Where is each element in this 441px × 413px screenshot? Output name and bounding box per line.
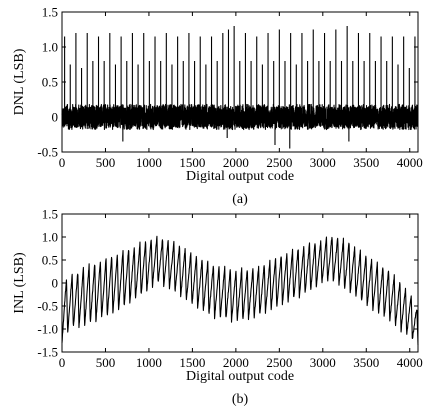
dnl-ticks: 0 500 1000 1500 2000 2500 3000 3500 4000-0.500.5… — [37, 5, 422, 171]
inl-trace-layer — [61, 235, 419, 346]
y-tick-label: -0.5 — [37, 145, 58, 160]
panel-a: 0 500 1000 1500 2000 2500 3000 3500 4000-0.500.5… — [12, 5, 423, 208]
x-tick-label: 500 — [96, 155, 116, 170]
x-tick-label: 0 — [59, 355, 66, 370]
panel-b-caption: (b) — [232, 392, 249, 407]
x-tick-label: 1000 — [136, 355, 162, 370]
x-tick-label: 4000 — [397, 155, 423, 170]
inl-x-axis-label: Digital output code — [186, 369, 294, 384]
x-tick-label: 2000 — [223, 355, 249, 370]
dnl-x-axis-label: Digital output code — [186, 169, 294, 184]
x-tick-label: 0 — [59, 155, 66, 170]
y-tick-label: -0.5 — [37, 299, 58, 314]
dnl-y-axis-label: DNL (LSB) — [12, 48, 27, 115]
x-tick-label: 4000 — [397, 355, 423, 370]
inl-y-axis-label: INL (LSB) — [12, 252, 27, 314]
x-tick-label: 2500 — [266, 155, 292, 170]
y-tick-label: 1.0 — [42, 230, 58, 245]
y-tick-label: 1.5 — [42, 5, 58, 20]
y-tick-label: -1.0 — [37, 322, 58, 337]
panel-a-caption: (a) — [232, 192, 248, 207]
x-tick-label: 1500 — [179, 355, 205, 370]
x-tick-label: 2500 — [266, 355, 292, 370]
y-tick-label: 0.5 — [42, 75, 58, 90]
x-tick-label: 3000 — [310, 355, 336, 370]
y-tick-label: 1.5 — [42, 207, 58, 222]
x-tick-label: 1500 — [179, 155, 205, 170]
inl-ticks: 0 500 1000 1500 2000 2500 3000 3500 4000 -1.5 -1.0… — [37, 207, 422, 371]
panel-b: 0 500 1000 1500 2000 2500 3000 3500 4000 -1.5 -1.0… — [12, 207, 423, 408]
inl-trace — [61, 235, 419, 346]
dnl-trace-layer — [61, 26, 419, 149]
y-tick-label: -1.5 — [37, 345, 58, 360]
x-tick-label: 500 — [96, 355, 116, 370]
y-tick-label: 0.5 — [42, 253, 58, 268]
x-tick-label: 3500 — [353, 155, 379, 170]
x-tick-label: 3500 — [353, 355, 379, 370]
y-tick-label: 0 — [52, 276, 59, 291]
y-tick-label: 0 — [52, 110, 59, 125]
x-tick-label: 1000 — [136, 155, 162, 170]
x-tick-label: 2000 — [223, 155, 249, 170]
y-tick-label: 1.0 — [42, 40, 58, 55]
x-tick-label: 3000 — [310, 155, 336, 170]
